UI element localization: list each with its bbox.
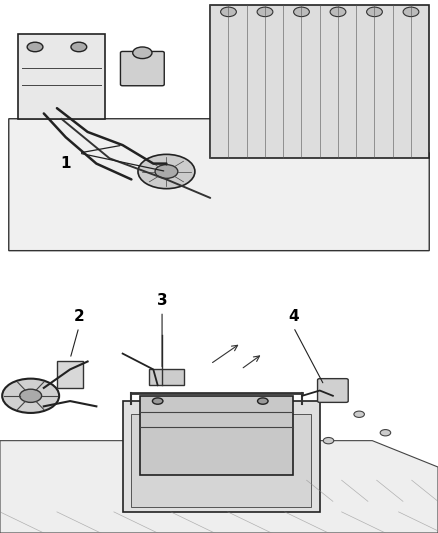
Circle shape <box>258 398 268 404</box>
FancyBboxPatch shape <box>318 378 348 402</box>
Circle shape <box>71 42 87 52</box>
Circle shape <box>380 430 391 436</box>
Circle shape <box>367 7 382 17</box>
Circle shape <box>330 7 346 17</box>
Bar <box>57 361 83 388</box>
Text: 1: 1 <box>60 156 71 171</box>
Text: 4: 4 <box>288 309 299 324</box>
Polygon shape <box>0 441 438 533</box>
Bar <box>18 34 105 119</box>
FancyBboxPatch shape <box>120 52 164 86</box>
Circle shape <box>403 7 419 17</box>
Circle shape <box>257 7 273 17</box>
Circle shape <box>354 411 364 417</box>
Text: 3: 3 <box>157 293 167 308</box>
Bar <box>123 401 320 512</box>
Circle shape <box>133 47 152 59</box>
Bar <box>210 5 429 158</box>
Circle shape <box>155 165 178 179</box>
Bar <box>131 414 311 506</box>
Circle shape <box>221 7 237 17</box>
Polygon shape <box>9 119 429 251</box>
Circle shape <box>27 42 43 52</box>
Circle shape <box>323 438 334 444</box>
Bar <box>140 396 293 475</box>
Bar <box>149 369 184 385</box>
Circle shape <box>20 389 42 402</box>
Text: 2: 2 <box>74 309 84 324</box>
Circle shape <box>293 7 309 17</box>
Circle shape <box>2 378 59 413</box>
Circle shape <box>138 155 195 189</box>
Circle shape <box>152 398 163 404</box>
